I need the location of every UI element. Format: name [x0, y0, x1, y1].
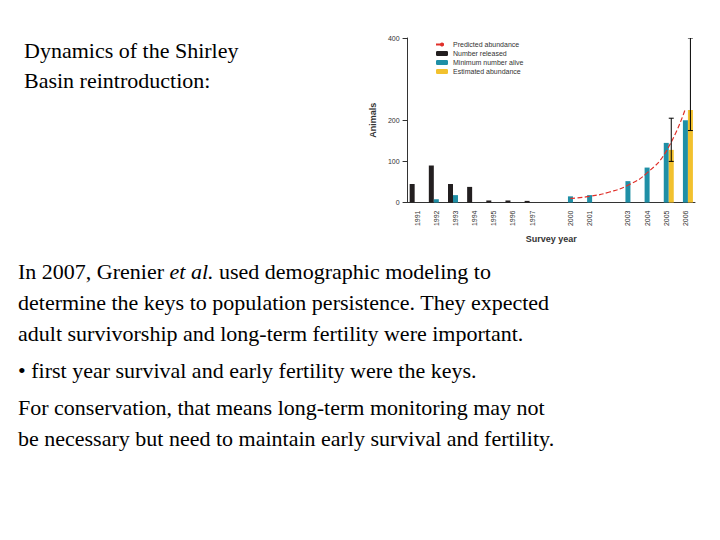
svg-text:Minimum number alive: Minimum number alive	[453, 59, 524, 66]
html-text:For conservation, that means l: For conservation, that means long-term m…	[18, 395, 545, 420]
svg-text:1993: 1993	[452, 210, 459, 226]
html-text:Basin reintroduction:: Basin reintroduction:	[24, 68, 211, 93]
svg-text:1992: 1992	[433, 210, 440, 226]
html-text:determine the keys to populati: determine the keys to population persist…	[18, 290, 550, 315]
svg-text:2006: 2006	[682, 210, 689, 226]
svg-text:2000: 2000	[567, 210, 574, 226]
svg-text:2003: 2003	[624, 210, 631, 226]
svg-text:1997: 1997	[529, 210, 536, 226]
html-text:• first year survival and earl: • first year survival and early fertilit…	[18, 358, 477, 383]
svg-text:400: 400	[388, 35, 400, 42]
svg-text:2004: 2004	[644, 210, 651, 226]
svg-text:1995: 1995	[490, 210, 497, 226]
svg-text:1991: 1991	[414, 210, 421, 226]
svg-text:0: 0	[396, 199, 400, 206]
svg-text:1994: 1994	[471, 210, 478, 226]
svg-text:Animals: Animals	[368, 103, 378, 138]
svg-text:Estimated abundance: Estimated abundance	[453, 68, 521, 75]
svg-text:200: 200	[388, 117, 400, 124]
svg-text:2005: 2005	[663, 210, 670, 226]
svg-text:2001: 2001	[586, 210, 593, 226]
html-text:Dynamics of the Shirley: Dynamics of the Shirley	[24, 38, 239, 63]
html-text:be necessary but need to maint: be necessary but need to maintain early …	[18, 426, 555, 451]
svg-text:100: 100	[388, 158, 400, 165]
svg-text:Survey year: Survey year	[526, 234, 578, 244]
html-text:adult survivorship and long-te: adult survivorship and long-term fertili…	[18, 321, 524, 346]
svg-text:Number released: Number released	[453, 50, 507, 57]
html-text:In 2007, Grenier et al. used d: In 2007, Grenier et al. used demographic…	[18, 259, 491, 284]
svg-text:Predicted abundance: Predicted abundance	[453, 41, 519, 48]
svg-text:1996: 1996	[509, 210, 516, 226]
